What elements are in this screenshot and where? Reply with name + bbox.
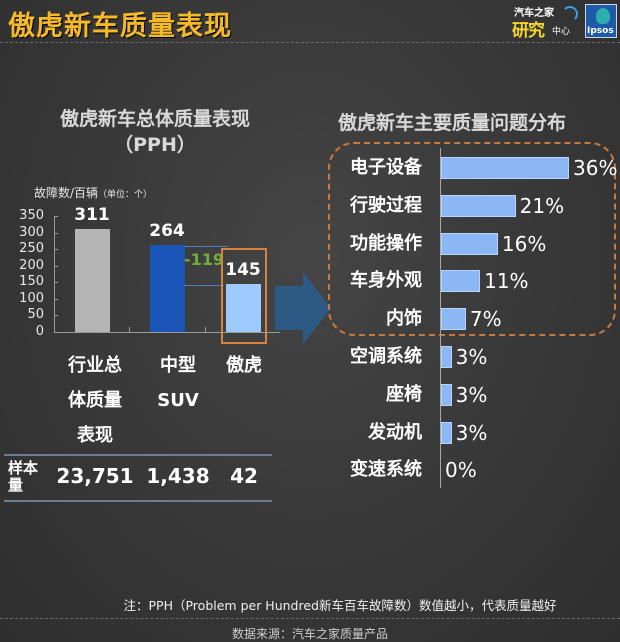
diff-guide-bottom bbox=[184, 285, 224, 286]
y-axis bbox=[54, 216, 55, 333]
right-chart-title: 傲虎新车主要质量问题分布 bbox=[338, 112, 567, 134]
difference-label: -119 bbox=[184, 250, 225, 269]
issue-bar bbox=[441, 232, 498, 255]
table-bottom-rule bbox=[4, 500, 272, 502]
y-tick-label: 150 bbox=[19, 274, 44, 290]
y-tick bbox=[54, 315, 58, 317]
y-tick bbox=[54, 249, 58, 251]
issue-value-label: 11% bbox=[484, 269, 529, 294]
page-title: 傲虎新车质量表现 bbox=[8, 11, 232, 42]
sample-value-industry: 23,751 bbox=[56, 464, 134, 488]
issue-value-label: 7% bbox=[469, 307, 502, 332]
sample-value-midsuv: 1,438 bbox=[146, 464, 210, 488]
bar-midsuv bbox=[150, 244, 185, 332]
autohome-research-logo: 汽车之家 研究 中心 bbox=[510, 2, 580, 41]
ipsos-face-icon bbox=[596, 8, 610, 24]
issue-value-label: 3% bbox=[455, 420, 488, 445]
issue-value-label: 36% bbox=[573, 156, 618, 180]
category-label: 傲虎 bbox=[226, 355, 262, 376]
arrow-right-icon bbox=[275, 286, 303, 330]
arrow-right-head bbox=[303, 272, 331, 344]
category-label: 行业总 体质量 表现 bbox=[68, 355, 122, 446]
issue-category-label: 座椅 bbox=[386, 383, 422, 405]
issue-category-label: 行驶过程 bbox=[350, 194, 422, 216]
y-tick bbox=[54, 265, 58, 267]
header-divider bbox=[0, 42, 620, 43]
y-tick bbox=[54, 282, 58, 284]
y-tick-label: 0 bbox=[35, 324, 44, 339]
issue-category-label: 空调系统 bbox=[350, 346, 422, 367]
y-tick-label: 250 bbox=[19, 241, 44, 257]
top-issues-highlight-box bbox=[328, 142, 616, 336]
outback-highlight-box bbox=[221, 248, 267, 344]
bar-outback bbox=[226, 283, 261, 332]
y-axis-unit-label: 故障数/百辆（单位：个） bbox=[34, 186, 153, 200]
issue-bar bbox=[441, 421, 452, 444]
category-label: 中型 SUV bbox=[157, 355, 199, 411]
hbar-axis bbox=[440, 148, 441, 488]
issue-category-label: 变速系统 bbox=[350, 459, 422, 481]
issue-bar bbox=[441, 346, 452, 368]
issue-value-label: 21% bbox=[519, 193, 565, 218]
bar-value-label: 264 bbox=[149, 220, 185, 241]
issue-category-label: 车身外观 bbox=[350, 270, 422, 292]
footer-divider bbox=[0, 618, 620, 619]
issue-value-label: 3% bbox=[455, 382, 488, 407]
table-top-rule bbox=[4, 454, 272, 456]
bar-industry bbox=[75, 228, 110, 332]
x-tick bbox=[129, 327, 130, 332]
diff-guide-top bbox=[184, 246, 228, 247]
y-tick bbox=[54, 298, 58, 300]
y-tick-label: 200 bbox=[19, 257, 44, 273]
issue-category-label: 发动机 bbox=[368, 421, 422, 443]
issue-bar bbox=[441, 308, 466, 331]
x-tick bbox=[205, 327, 206, 332]
y-tick bbox=[54, 216, 58, 217]
issue-bar bbox=[441, 383, 452, 406]
x-axis bbox=[54, 332, 280, 333]
issue-value-label: 0% bbox=[445, 458, 477, 483]
issue-bar bbox=[441, 157, 569, 179]
y-tick-label: 100 bbox=[19, 290, 44, 306]
left-chart-title: 傲虎新车总体质量表现 （PPH） bbox=[59, 108, 250, 156]
issue-value-label: 3% bbox=[455, 345, 488, 369]
data-source: 数据来源：汽车之家质量产品 bbox=[231, 627, 388, 641]
issue-bar bbox=[441, 194, 516, 217]
y-tick bbox=[54, 332, 58, 333]
y-tick bbox=[54, 232, 58, 234]
y-tick-label: 300 bbox=[19, 224, 44, 240]
issue-category-label: 功能操作 bbox=[350, 232, 422, 254]
sample-size-label: 样本 量 bbox=[8, 459, 39, 494]
issue-bar bbox=[441, 270, 481, 293]
issue-category-label: 电子设备 bbox=[350, 157, 422, 178]
bar-value-label: 145 bbox=[225, 259, 261, 280]
y-tick-label: 350 bbox=[19, 208, 44, 223]
footnote: 注：PPH（Problem per Hundred新车百车故障数）数值越小，代表… bbox=[123, 598, 557, 613]
y-tick-label: 50 bbox=[27, 307, 44, 323]
sample-value-outback: 42 bbox=[230, 464, 258, 488]
issue-category-label: 内饰 bbox=[386, 308, 422, 330]
bar-value-label: 311 bbox=[74, 204, 110, 225]
ipsos-logo: Ipsos bbox=[585, 4, 617, 38]
swirl-icon bbox=[562, 6, 578, 22]
issue-value-label: 16% bbox=[501, 231, 547, 256]
